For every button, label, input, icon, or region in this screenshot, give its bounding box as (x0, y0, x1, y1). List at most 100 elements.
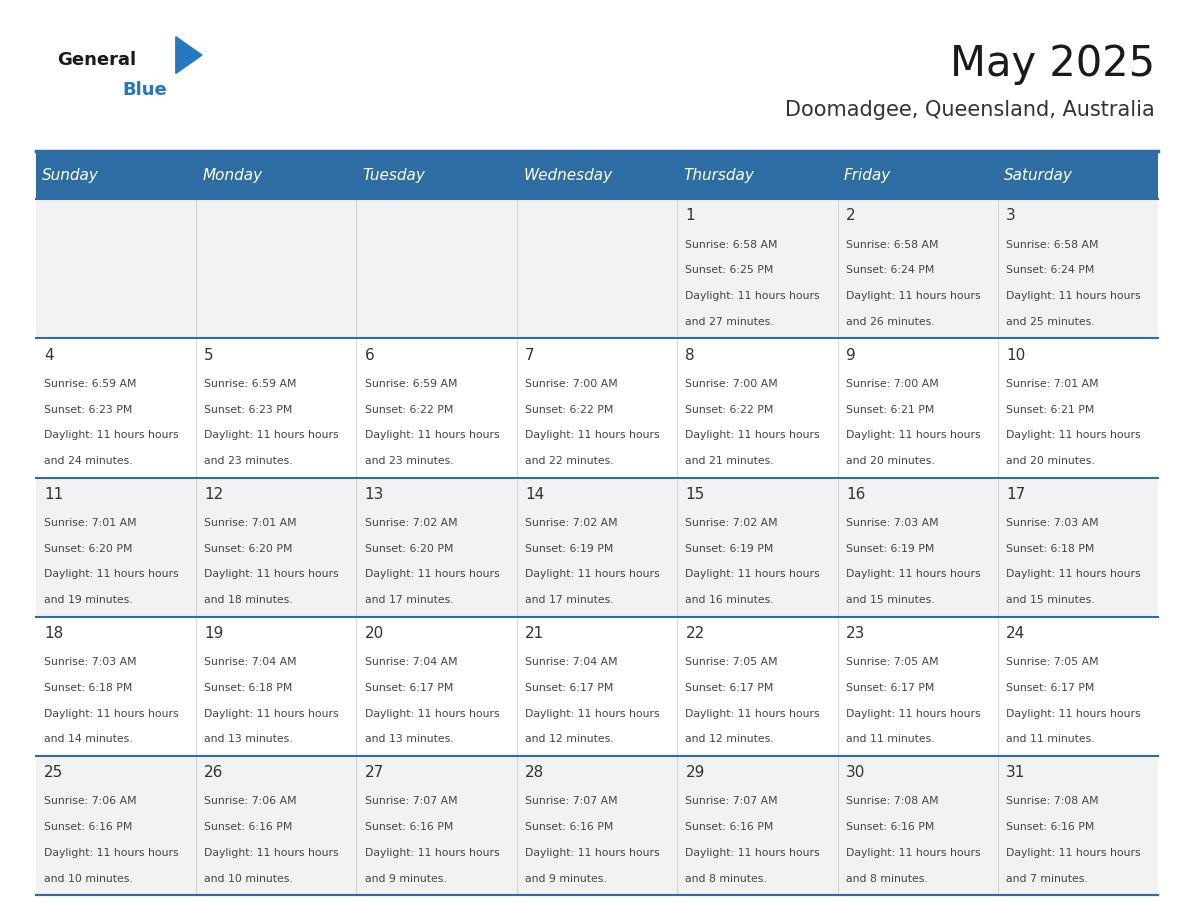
Polygon shape (176, 37, 202, 73)
Text: Sunset: 6:16 PM: Sunset: 6:16 PM (1006, 822, 1094, 832)
Text: 3: 3 (1006, 208, 1016, 223)
Text: Daylight: 11 hours hours: Daylight: 11 hours hours (685, 431, 820, 441)
Text: Sunrise: 7:05 AM: Sunrise: 7:05 AM (685, 657, 778, 667)
Text: Sunrise: 6:59 AM: Sunrise: 6:59 AM (204, 379, 297, 388)
Text: Sunset: 6:17 PM: Sunset: 6:17 PM (846, 683, 934, 693)
Text: Sunset: 6:17 PM: Sunset: 6:17 PM (1006, 683, 1094, 693)
Bar (36, 339, 196, 477)
Text: and 10 minutes.: and 10 minutes. (44, 874, 133, 883)
Text: 24: 24 (1006, 626, 1025, 641)
Text: Daylight: 11 hours hours: Daylight: 11 hours hours (44, 847, 178, 857)
Bar (356, 617, 517, 756)
Text: Daylight: 11 hours hours: Daylight: 11 hours hours (365, 847, 499, 857)
Text: Sunrise: 7:08 AM: Sunrise: 7:08 AM (846, 796, 939, 806)
Text: Sunset: 6:24 PM: Sunset: 6:24 PM (846, 265, 934, 275)
Text: and 27 minutes.: and 27 minutes. (685, 317, 775, 327)
Bar (998, 756, 1158, 895)
Text: and 9 minutes.: and 9 minutes. (525, 874, 607, 883)
Text: and 11 minutes.: and 11 minutes. (1006, 734, 1095, 744)
Text: and 13 minutes.: and 13 minutes. (204, 734, 293, 744)
Text: and 16 minutes.: and 16 minutes. (685, 595, 775, 605)
Text: and 22 minutes.: and 22 minutes. (525, 456, 614, 466)
Text: 5: 5 (204, 348, 214, 363)
Text: and 10 minutes.: and 10 minutes. (204, 874, 293, 883)
Text: and 17 minutes.: and 17 minutes. (365, 595, 454, 605)
Text: 30: 30 (846, 765, 865, 780)
Text: Sunrise: 7:04 AM: Sunrise: 7:04 AM (204, 657, 297, 667)
Bar (36, 477, 196, 617)
Text: Daylight: 11 hours hours: Daylight: 11 hours hours (846, 291, 980, 301)
Text: Sunrise: 7:05 AM: Sunrise: 7:05 AM (846, 657, 939, 667)
Text: Sunrise: 7:07 AM: Sunrise: 7:07 AM (685, 796, 778, 806)
Text: and 20 minutes.: and 20 minutes. (846, 456, 935, 466)
Text: Sunrise: 6:58 AM: Sunrise: 6:58 AM (846, 240, 939, 250)
Text: Sunrise: 7:07 AM: Sunrise: 7:07 AM (525, 796, 618, 806)
Bar (36, 756, 196, 895)
Bar (517, 339, 677, 477)
Text: Sunday: Sunday (42, 168, 99, 183)
Text: and 17 minutes.: and 17 minutes. (525, 595, 614, 605)
Text: Daylight: 11 hours hours: Daylight: 11 hours hours (685, 569, 820, 579)
Text: Sunrise: 7:01 AM: Sunrise: 7:01 AM (204, 518, 297, 528)
Text: Sunset: 6:20 PM: Sunset: 6:20 PM (365, 543, 453, 554)
Bar (196, 477, 356, 617)
Bar (517, 199, 677, 339)
Text: Sunset: 6:16 PM: Sunset: 6:16 PM (685, 822, 773, 832)
Text: and 20 minutes.: and 20 minutes. (1006, 456, 1095, 466)
Text: General: General (57, 50, 137, 69)
Text: Sunrise: 7:05 AM: Sunrise: 7:05 AM (1006, 657, 1099, 667)
Text: 12: 12 (204, 487, 223, 502)
Text: and 8 minutes.: and 8 minutes. (685, 874, 767, 883)
Text: Daylight: 11 hours hours: Daylight: 11 hours hours (846, 431, 980, 441)
Text: Sunrise: 6:59 AM: Sunrise: 6:59 AM (44, 379, 137, 388)
Text: Sunset: 6:16 PM: Sunset: 6:16 PM (44, 822, 132, 832)
Text: Daylight: 11 hours hours: Daylight: 11 hours hours (44, 569, 178, 579)
Bar (517, 151, 677, 199)
Text: Sunrise: 7:00 AM: Sunrise: 7:00 AM (685, 379, 778, 388)
Text: Sunset: 6:22 PM: Sunset: 6:22 PM (365, 405, 453, 415)
Text: Sunrise: 7:06 AM: Sunrise: 7:06 AM (44, 796, 137, 806)
Text: Daylight: 11 hours hours: Daylight: 11 hours hours (525, 847, 659, 857)
Text: Daylight: 11 hours hours: Daylight: 11 hours hours (525, 569, 659, 579)
Text: Sunrise: 6:59 AM: Sunrise: 6:59 AM (365, 379, 457, 388)
Text: 7: 7 (525, 348, 535, 363)
Text: 21: 21 (525, 626, 544, 641)
Text: and 23 minutes.: and 23 minutes. (204, 456, 293, 466)
Text: Sunrise: 7:02 AM: Sunrise: 7:02 AM (685, 518, 778, 528)
Text: 9: 9 (846, 348, 855, 363)
Text: Sunrise: 7:00 AM: Sunrise: 7:00 AM (846, 379, 939, 388)
Text: and 12 minutes.: and 12 minutes. (685, 734, 775, 744)
Text: Sunset: 6:19 PM: Sunset: 6:19 PM (685, 543, 773, 554)
Bar (838, 339, 998, 477)
Bar (677, 151, 838, 199)
Text: Daylight: 11 hours hours: Daylight: 11 hours hours (685, 847, 820, 857)
Text: 26: 26 (204, 765, 223, 780)
Bar (196, 199, 356, 339)
Text: Doomadgee, Queensland, Australia: Doomadgee, Queensland, Australia (785, 100, 1155, 120)
Text: and 7 minutes.: and 7 minutes. (1006, 874, 1088, 883)
Text: Sunset: 6:19 PM: Sunset: 6:19 PM (525, 543, 613, 554)
Text: and 23 minutes.: and 23 minutes. (365, 456, 454, 466)
Text: and 15 minutes.: and 15 minutes. (846, 595, 935, 605)
Text: Sunset: 6:21 PM: Sunset: 6:21 PM (846, 405, 934, 415)
Text: 2: 2 (846, 208, 855, 223)
Bar (677, 617, 838, 756)
Bar (196, 617, 356, 756)
Bar (517, 617, 677, 756)
Text: and 25 minutes.: and 25 minutes. (1006, 317, 1095, 327)
Text: Sunset: 6:18 PM: Sunset: 6:18 PM (1006, 543, 1094, 554)
Text: Daylight: 11 hours hours: Daylight: 11 hours hours (846, 847, 980, 857)
Text: 16: 16 (846, 487, 865, 502)
Text: Sunrise: 7:06 AM: Sunrise: 7:06 AM (204, 796, 297, 806)
Text: Sunset: 6:24 PM: Sunset: 6:24 PM (1006, 265, 1094, 275)
Text: Sunset: 6:18 PM: Sunset: 6:18 PM (204, 683, 292, 693)
Text: and 26 minutes.: and 26 minutes. (846, 317, 935, 327)
Text: Sunrise: 7:08 AM: Sunrise: 7:08 AM (1006, 796, 1099, 806)
Text: Daylight: 11 hours hours: Daylight: 11 hours hours (44, 709, 178, 719)
Text: Sunrise: 7:02 AM: Sunrise: 7:02 AM (525, 518, 618, 528)
Text: and 11 minutes.: and 11 minutes. (846, 734, 935, 744)
Text: Sunset: 6:16 PM: Sunset: 6:16 PM (525, 822, 613, 832)
Text: 8: 8 (685, 348, 695, 363)
Bar (998, 617, 1158, 756)
Text: 19: 19 (204, 626, 223, 641)
